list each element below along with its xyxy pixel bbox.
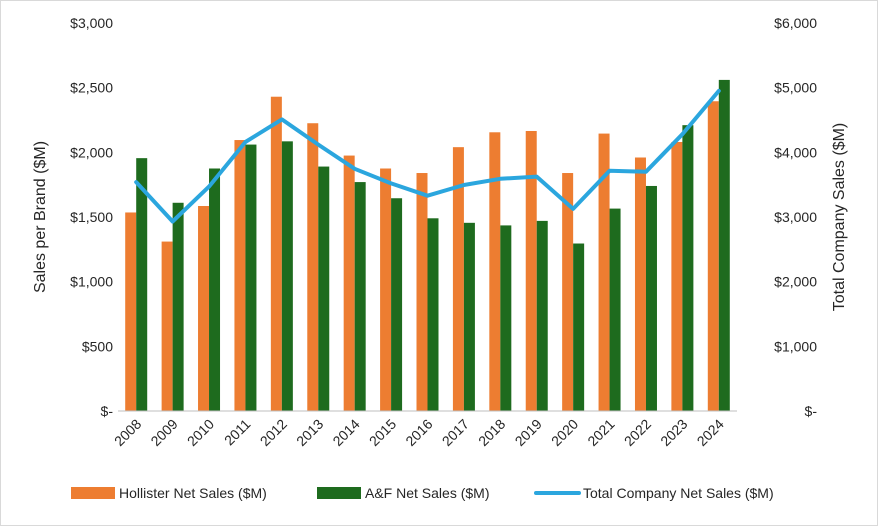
right-tick-label: $1,000: [774, 338, 817, 354]
bar-hollister-2019: [526, 131, 537, 411]
bar-hollister-2018: [489, 132, 500, 411]
x-tick-label: 2016: [402, 416, 435, 449]
left-tick-label: $1,000: [70, 274, 113, 290]
left-tick-label: $1,500: [70, 209, 113, 225]
bar-af-2020: [573, 244, 584, 411]
bar-hollister-2013: [307, 123, 318, 411]
x-tick-label: 2008: [111, 416, 144, 449]
bar-af-2014: [355, 182, 366, 411]
x-tick-label: 2018: [475, 416, 508, 449]
bar-af-2021: [610, 209, 621, 411]
bar-af-2013: [318, 167, 329, 411]
right-tick-label: $3,000: [774, 209, 817, 225]
bar-af-2016: [428, 218, 439, 411]
x-tick-label: 2012: [257, 416, 290, 449]
x-tick-label: 2015: [366, 416, 399, 449]
legend-swatch-af: [317, 487, 361, 499]
bar-hollister-2014: [344, 156, 355, 411]
left-tick-label: $3,000: [70, 15, 113, 31]
x-tick-label: 2023: [657, 416, 690, 449]
legend-label-af: A&F Net Sales ($M): [365, 485, 489, 501]
right-tick-label: $4,000: [774, 144, 817, 160]
bar-af-2018: [500, 225, 511, 411]
x-tick-label: 2013: [293, 416, 326, 449]
right-tick-label: $5,000: [774, 80, 817, 96]
left-tick-label: $500: [82, 338, 113, 354]
bar-hollister-2010: [198, 206, 209, 411]
bar-hollister-2022: [635, 158, 646, 411]
x-tick-label: 2020: [548, 416, 581, 449]
legend-label-hollister: Hollister Net Sales ($M): [119, 485, 267, 501]
bar-hollister-2024: [708, 101, 719, 411]
left-tick-label: $-: [101, 403, 114, 419]
bar-hollister-2011: [234, 140, 245, 411]
left-axis-title: Sales per Brand ($M): [32, 141, 49, 293]
bar-hollister-2009: [162, 242, 173, 411]
bar-af-2019: [537, 221, 548, 411]
bar-af-2010: [209, 169, 220, 412]
bar-af-2012: [282, 141, 293, 411]
legend-swatch-hollister: [71, 487, 115, 499]
right-tick-label: $2,000: [774, 274, 817, 290]
x-tick-label: 2009: [147, 416, 180, 449]
legend: Hollister Net Sales ($M) A&F Net Sales (…: [71, 485, 774, 501]
bar-af-2008: [136, 158, 147, 411]
x-tick-label: 2010: [184, 416, 217, 449]
left-tick-label: $2,500: [70, 80, 113, 96]
legend-label-total: Total Company Net Sales ($M): [583, 485, 774, 501]
right-axis-ticks: $- $1,000 $2,000 $3,000 $4,000 $5,000 $6,000: [774, 15, 817, 419]
right-axis-title: Total Company Sales ($M): [831, 123, 848, 312]
x-tick-label: 2017: [439, 416, 472, 449]
bar-af-2022: [646, 186, 657, 411]
bar-af-2009: [173, 203, 184, 411]
bar-hollister-2012: [271, 97, 282, 411]
x-tick-label: 2024: [694, 416, 727, 449]
bar-af-2023: [682, 125, 693, 411]
bar-af-2024: [719, 80, 730, 411]
left-axis-ticks: $- $500 $1,000 $1,500 $2,000 $2,500 $3,000: [70, 15, 113, 419]
bar-hollister-2023: [671, 142, 682, 411]
right-tick-label: $6,000: [774, 15, 817, 31]
x-tick-label: 2019: [512, 416, 545, 449]
bar-hollister-2008: [125, 212, 136, 411]
x-tick-label: 2011: [221, 416, 254, 449]
right-tick-label: $-: [805, 403, 818, 419]
bar-hollister-2015: [380, 169, 391, 412]
bars-layer: [125, 80, 730, 411]
x-tick-label: 2021: [584, 416, 617, 449]
bar-af-2017: [464, 223, 475, 411]
bar-af-2015: [391, 198, 402, 411]
x-tick-label: 2022: [621, 416, 654, 449]
left-tick-label: $2,000: [70, 144, 113, 160]
bar-hollister-2016: [417, 173, 428, 411]
x-tick-label: 2014: [329, 416, 362, 449]
bar-af-2011: [245, 145, 256, 411]
